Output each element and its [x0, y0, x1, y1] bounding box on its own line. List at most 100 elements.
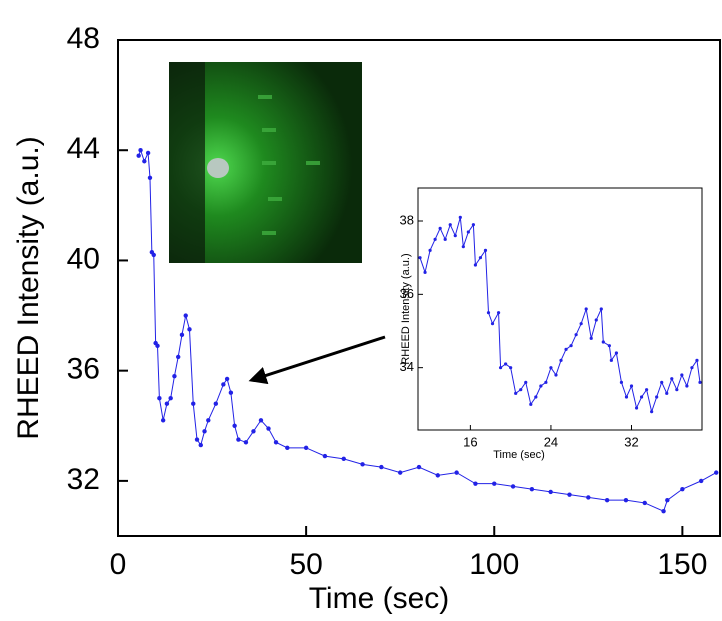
data-point [604, 497, 610, 503]
data-point [645, 388, 649, 392]
x-axis-title: Time (sec) [309, 582, 450, 615]
data-point [665, 497, 670, 503]
data-point [490, 322, 495, 326]
data-point [599, 307, 603, 311]
data-point [554, 373, 558, 377]
data-point [461, 245, 465, 249]
data-point [473, 263, 478, 267]
data-point [534, 395, 538, 399]
plot-frame [117, 39, 721, 537]
data-point [574, 333, 578, 337]
x-tick-label: 150 [657, 548, 707, 581]
data-point [529, 402, 533, 406]
data-point [423, 270, 427, 274]
data-point [243, 440, 249, 445]
data-point [650, 410, 654, 414]
data-point [698, 478, 704, 484]
data-point [273, 440, 279, 445]
data-point [236, 437, 241, 442]
data-point [586, 495, 591, 500]
rheed-image [169, 62, 362, 263]
data-point [661, 509, 666, 514]
data-point [607, 344, 611, 348]
data-point [145, 150, 151, 156]
data-point [594, 318, 598, 322]
data-point [155, 343, 160, 349]
data-point [529, 486, 535, 492]
data-point [428, 248, 432, 252]
data-point [473, 481, 478, 486]
data-point [680, 373, 684, 377]
data-point [614, 351, 618, 355]
data-point [168, 396, 173, 401]
y-tick-label: 34 [400, 359, 414, 374]
data-point [634, 406, 639, 410]
x-tick-label: 0 [110, 548, 127, 581]
data-point [685, 384, 689, 388]
data-point [151, 252, 156, 258]
y-tick-label: 36 [67, 353, 100, 386]
data-point [183, 313, 188, 318]
data-point [179, 332, 185, 338]
data-point [443, 237, 447, 241]
data-point [160, 418, 166, 423]
data-point [609, 358, 613, 362]
data-point [504, 362, 508, 366]
x-tick-label: 24 [544, 434, 558, 449]
data-point [258, 418, 264, 423]
data-point [172, 373, 177, 379]
data-point [433, 237, 437, 241]
data-point [206, 418, 211, 423]
data-point [136, 153, 141, 158]
data-point [285, 445, 290, 451]
data-point [660, 380, 664, 384]
data-point [458, 215, 462, 219]
data-point [341, 456, 346, 462]
data-point [266, 426, 271, 431]
data-point [629, 384, 634, 388]
data-line [419, 217, 701, 414]
data-point [514, 391, 518, 395]
data-point [548, 489, 553, 495]
data-point [642, 500, 647, 506]
data-point [466, 230, 470, 234]
data-point [232, 423, 237, 428]
x-tick-label: 32 [624, 434, 638, 449]
data-point [478, 256, 483, 260]
y-tick-label: 38 [400, 212, 414, 227]
data-point [157, 396, 162, 401]
data-point [670, 377, 674, 381]
data-point [680, 486, 685, 492]
data-point [454, 470, 459, 475]
data-point [251, 429, 256, 434]
data-point [624, 395, 629, 399]
data-point [202, 429, 207, 434]
y-tick-label: 48 [67, 22, 100, 55]
x-tick-label: 50 [289, 548, 322, 581]
data-point [448, 223, 452, 227]
data-point [224, 376, 230, 382]
data-point [453, 234, 457, 238]
y-tick-label: 40 [67, 242, 100, 275]
data-point [698, 380, 702, 384]
data-point [584, 307, 588, 311]
data-point [544, 380, 548, 384]
data-point [498, 366, 503, 370]
data-point [639, 395, 644, 399]
data-point [690, 366, 694, 370]
data-point [397, 470, 403, 475]
data-point [176, 354, 181, 360]
data-point [564, 347, 568, 351]
data-point [559, 358, 563, 362]
data-point [435, 473, 441, 478]
data-point [142, 159, 147, 164]
data-point [194, 437, 200, 442]
data-point [714, 470, 719, 475]
data-point [510, 484, 516, 489]
y-tick-label: 36 [400, 286, 414, 301]
data-point [138, 148, 143, 153]
data-point [228, 390, 234, 395]
plot-frame [417, 187, 703, 431]
data-point [665, 391, 669, 395]
